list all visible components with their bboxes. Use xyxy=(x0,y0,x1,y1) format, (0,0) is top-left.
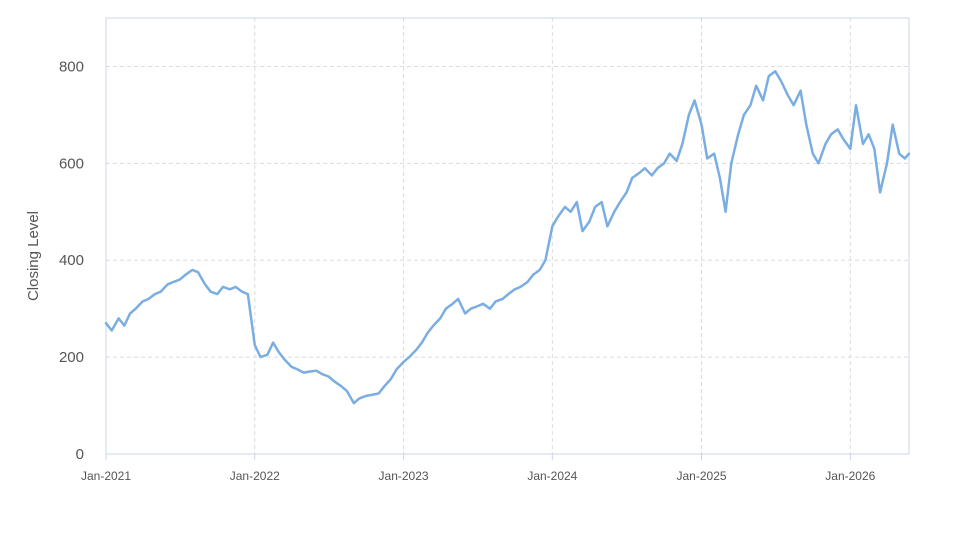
y-tick-label: 400 xyxy=(59,252,84,269)
x-axis-ticks: Jan-2021 Jan-2022 Jan-2023 Jan-2024 Jan-2025… xyxy=(81,454,876,483)
y-tick-label: 800 xyxy=(59,58,84,75)
x-tick-label: Jan-2025 xyxy=(677,469,727,483)
plot-area-frame xyxy=(105,17,910,455)
series-line xyxy=(104,70,911,405)
y-tick-label: 600 xyxy=(59,155,84,172)
y-axis-title: Closing Level xyxy=(25,211,42,301)
x-tick-label: Jan-2022 xyxy=(230,469,280,483)
x-tick-label: Jan-2023 xyxy=(379,469,429,483)
y-axis-ticks: 0 200 400 600 800 xyxy=(59,58,84,463)
x-tick-label: Jan-2021 xyxy=(81,469,131,483)
gridlines xyxy=(106,18,909,454)
series-group xyxy=(104,70,911,405)
y-tick-label: 200 xyxy=(59,349,84,366)
x-tick-label: Jan-2024 xyxy=(527,469,577,483)
x-tick-label: Jan-2026 xyxy=(825,469,875,483)
y-tick-label: 0 xyxy=(76,446,84,463)
